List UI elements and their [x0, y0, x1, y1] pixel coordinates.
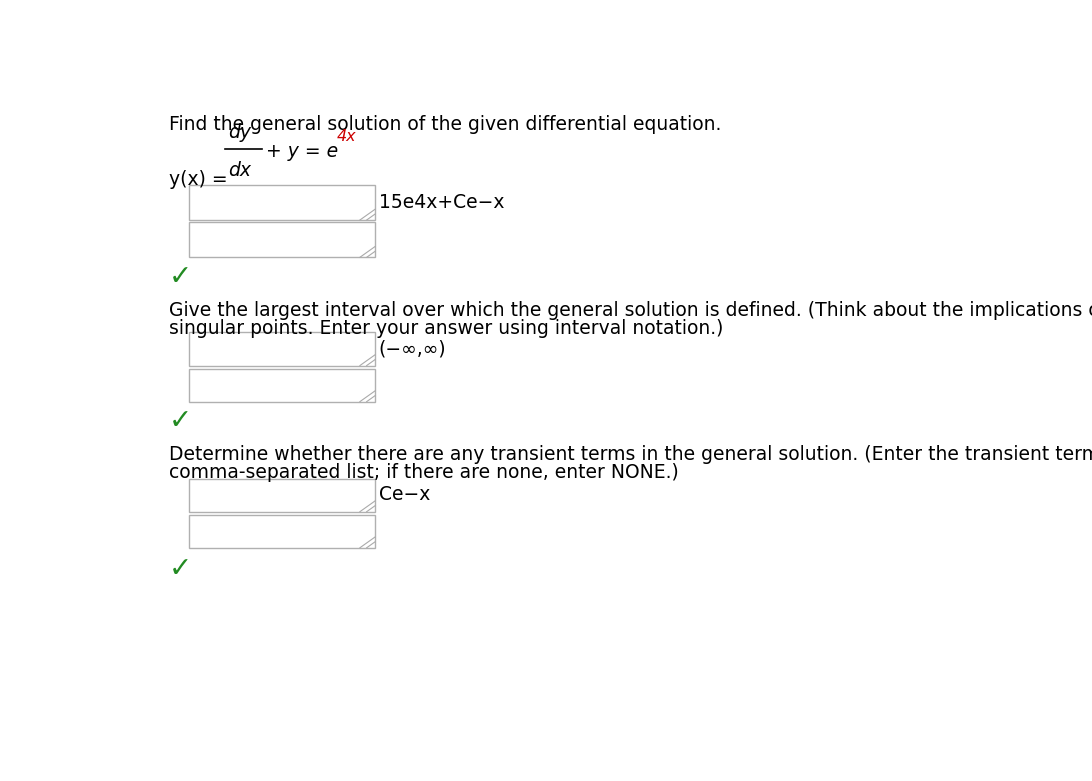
Text: dx: dx — [228, 161, 251, 180]
Bar — [189, 369, 376, 401]
Text: 15e4x+Ce−x: 15e4x+Ce−x — [379, 193, 505, 212]
Text: y(x) =: y(x) = — [168, 169, 227, 189]
Text: singular points. Enter your answer using interval notation.): singular points. Enter your answer using… — [168, 319, 723, 337]
Bar — [189, 515, 376, 547]
Text: Ce−x: Ce−x — [379, 485, 430, 505]
Text: (−∞,∞): (−∞,∞) — [379, 339, 447, 358]
Text: ✓: ✓ — [168, 408, 192, 436]
Text: Find the general solution of the given differential equation.: Find the general solution of the given d… — [168, 115, 721, 134]
Text: Give the largest interval over which the general solution is defined. (Think abo: Give the largest interval over which the… — [168, 301, 1092, 319]
Text: Determine whether there are any transient terms in the general solution. (Enter : Determine whether there are any transien… — [168, 445, 1092, 464]
Text: ✓: ✓ — [168, 263, 192, 291]
Bar — [189, 333, 376, 366]
Text: comma-separated list; if there are none, enter NONE.): comma-separated list; if there are none,… — [168, 463, 678, 482]
Text: dy: dy — [228, 123, 251, 142]
Bar — [189, 185, 376, 220]
Text: + y = e: + y = e — [266, 142, 339, 161]
Bar — [189, 479, 376, 512]
Text: 4x: 4x — [336, 129, 356, 144]
Text: ✓: ✓ — [168, 555, 192, 583]
Bar — [189, 223, 376, 257]
